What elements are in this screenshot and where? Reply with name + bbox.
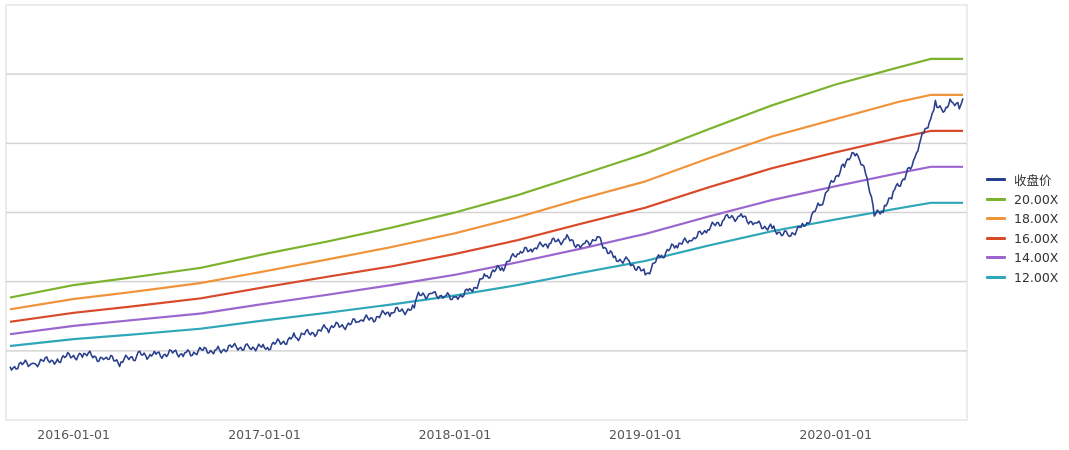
legend-label: 20.00X (1014, 191, 1059, 207)
series-line-16x (9, 129, 963, 323)
legend-item[interactable]: 收盘价 (986, 170, 1068, 190)
series-line-20x (9, 57, 963, 299)
series-lines (9, 57, 964, 371)
legend-item[interactable]: 16.00X (986, 229, 1068, 249)
series-line-close-price (9, 98, 964, 371)
x-tick-label: 2016-01-01 (37, 427, 110, 442)
legend-item[interactable]: 12.00X (986, 268, 1068, 288)
legend-label: 收盘价 (1014, 173, 1052, 189)
legend-label: 18.00X (1014, 211, 1059, 227)
x-tick-label: 2017-01-01 (228, 427, 301, 442)
legend-item[interactable]: 18.00X (986, 209, 1068, 229)
legend-label: 16.00X (1014, 230, 1059, 246)
legend-label: 12.00X (1014, 269, 1059, 285)
series-line-18x (9, 93, 963, 311)
gridlines (6, 73, 967, 352)
legend-swatch (986, 178, 1006, 182)
legend-swatch (986, 275, 1006, 279)
x-tick-label: 2020-01-01 (799, 427, 872, 442)
x-tick-label: 2018-01-01 (419, 427, 492, 442)
x-axis: 2016-01-01 2017-01-01 2018-01-01 2019-01-01… (37, 427, 872, 442)
x-tick-label: 2019-01-01 (609, 427, 682, 442)
legend-swatch (986, 256, 1006, 260)
legend: 收盘价 20.00X 18.00X 16.00X 14.00X 12.00X (986, 170, 1068, 287)
series-line-12x (9, 201, 963, 348)
legend-swatch (986, 217, 1006, 221)
legend-label: 14.00X (1014, 250, 1059, 266)
legend-item[interactable]: 20.00X (986, 190, 1068, 210)
legend-swatch (986, 236, 1006, 240)
legend-swatch (986, 197, 1006, 201)
legend-item[interactable]: 14.00X (986, 248, 1068, 268)
series-line-14x (9, 165, 963, 336)
